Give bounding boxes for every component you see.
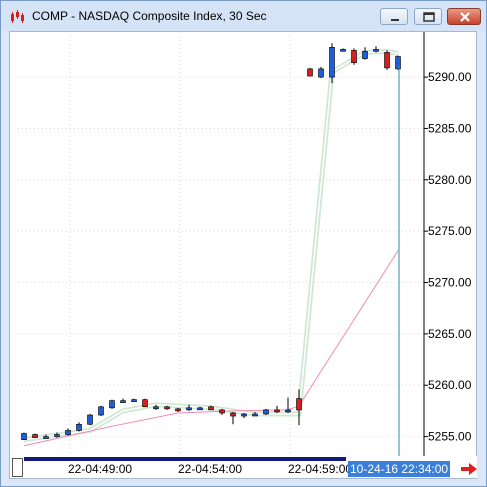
timeline-scrollbar[interactable] [24, 457, 346, 461]
candle-body [142, 399, 148, 408]
candle-body [351, 50, 357, 64]
time-label: 22-04:49:00 [68, 462, 133, 476]
y-tick-label: 5260.00 [428, 378, 472, 392]
y-tick-label: 5285.00 [428, 121, 472, 135]
restore-icon [423, 12, 435, 22]
candle-body [241, 413, 247, 417]
candle-body [395, 56, 401, 70]
scroll-right-button[interactable] [459, 461, 479, 477]
candle-body [296, 398, 302, 411]
candle-body [98, 406, 104, 416]
candle-body [43, 436, 49, 439]
candle-body [219, 409, 225, 414]
candle-body [76, 423, 82, 431]
time-label: 22-04:54:00 [178, 462, 243, 476]
candle-body [252, 413, 258, 417]
time-label: 22-04:59:00 [288, 462, 353, 476]
minimize-button[interactable] [380, 8, 408, 25]
candle-body [307, 68, 313, 77]
moving-average-fast [23, 48, 399, 443]
y-tick-label: 5270.00 [428, 276, 472, 290]
candle-body [164, 406, 170, 410]
candle-body [285, 409, 291, 413]
candle-body [274, 409, 280, 413]
minimize-icon [391, 19, 399, 21]
candlestick-app-icon[interactable] [10, 10, 26, 24]
y-tick-label: 5265.00 [428, 327, 472, 341]
candle-body [329, 46, 335, 78]
y-tick-label: 5290.00 [428, 70, 472, 84]
moving-average-fast-core [23, 50, 399, 441]
candle-body [65, 430, 71, 435]
candle-body [263, 409, 269, 415]
scroll-position-box[interactable] [12, 458, 23, 477]
restore-button[interactable] [414, 8, 442, 25]
candle-body [384, 52, 390, 69]
candle-body [318, 68, 324, 78]
window-title: COMP - NASDAQ Composite Index, 30 Sec [32, 9, 267, 23]
candle-body [186, 407, 192, 411]
candle-body [54, 434, 60, 437]
right-arrow-icon [461, 463, 477, 475]
candle-body [21, 433, 27, 440]
candle-body [131, 399, 137, 402]
candle-body [230, 412, 236, 417]
moving-average-slow [23, 250, 399, 447]
y-tick-label: 5280.00 [428, 173, 472, 187]
candle-body [87, 414, 93, 425]
candle-body [32, 434, 38, 438]
candle-body [109, 400, 115, 409]
candlestick-chart[interactable]: 5290.00 5285.00 5280.00 5275.00 5270.00 5265.… [10, 32, 476, 478]
chart-area[interactable]: 5290.00 5285.00 5280.00 5275.00 5270.00 5265.… [9, 31, 477, 479]
candle-body [373, 49, 379, 52]
candle-body [340, 49, 346, 52]
candle-body [153, 406, 159, 410]
cursor-date-label: 10-24-16 22:34:00 [348, 461, 451, 477]
candle-body [120, 400, 126, 403]
close-button[interactable] [447, 8, 481, 25]
close-icon [460, 12, 470, 22]
title-bar[interactable]: COMP - NASDAQ Composite Index, 30 Sec [1, 1, 486, 31]
candle-body [175, 408, 181, 412]
candle-body [362, 51, 368, 59]
y-tick-label: 5255.00 [428, 430, 472, 444]
candle-body [208, 406, 214, 411]
y-tick-label: 5275.00 [428, 224, 472, 238]
candle-body [197, 407, 203, 411]
